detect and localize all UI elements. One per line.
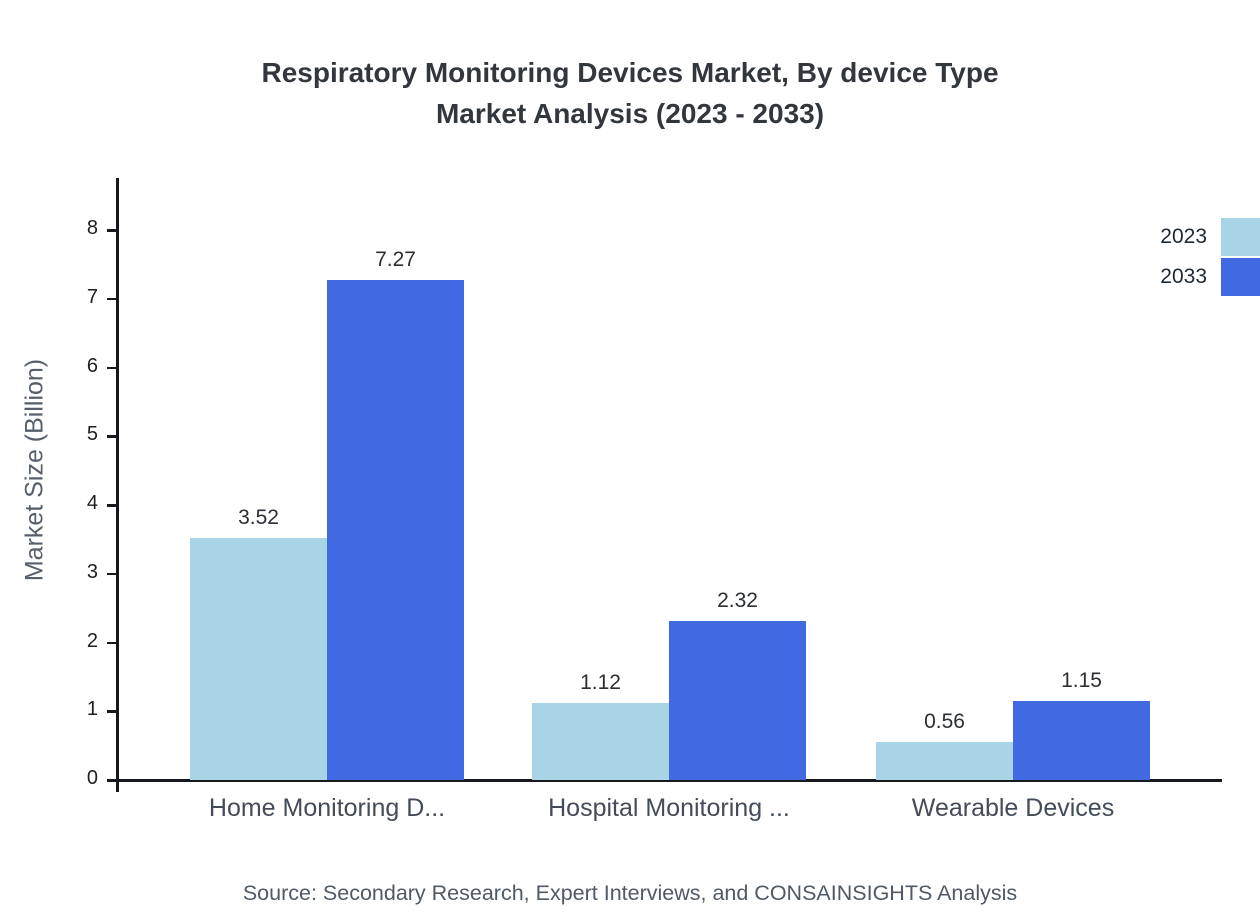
y-tick-label: 7: [86, 285, 98, 308]
y-tick-label: 5: [86, 423, 98, 446]
y-tick-label: 3: [86, 560, 98, 583]
legend-swatch-2023: [1221, 218, 1260, 256]
bar-2023-0: [190, 538, 327, 780]
y-tick-mark: [107, 435, 116, 438]
y-tick-mark: [107, 297, 116, 301]
legend-item-2033: 2033: [1160, 257, 1260, 297]
y-tick-mark: [107, 504, 116, 507]
y-tick-mark: [107, 641, 116, 644]
y-tick-mark: [107, 366, 116, 369]
x-category-label: Home Monitoring D...: [208, 794, 446, 822]
bar-value-label: 2.32: [717, 588, 758, 612]
bar-value-label: 1.12: [580, 671, 621, 694]
legend-label-2023: 2023: [1160, 225, 1207, 248]
y-tick-label: 4: [86, 492, 98, 514]
legend: 2023 2033: [1160, 217, 1260, 297]
x-axis-line: [116, 779, 1222, 782]
legend-item-2023: 2023: [1160, 217, 1260, 257]
chart-title-line1: Respiratory Monitoring Devices Market, B…: [261, 57, 999, 88]
y-axis-line: [116, 178, 119, 792]
bar-value-label: 3.52: [238, 506, 279, 529]
y-tick-label: 0: [86, 767, 98, 789]
source-note: Source: Secondary Research, Expert Inter…: [242, 881, 1018, 905]
y-tick-mark: [107, 710, 116, 713]
y-axis-label: Market Size (Billion): [20, 358, 49, 582]
y-tick-label: 2: [86, 629, 98, 652]
bar-2033-2: [1013, 700, 1150, 780]
chart-title-line2: Market Analysis (2023 - 2033): [435, 98, 825, 129]
x-category-label: Wearable Devices: [911, 794, 1115, 822]
bar-value-label: 1.15: [1061, 668, 1102, 692]
y-tick-mark: [107, 229, 116, 232]
chart-title: Respiratory Monitoring Devices Market, B…: [0, 52, 1260, 134]
bar-2023-2: [876, 741, 1013, 780]
y-tick-label: 6: [86, 354, 98, 377]
bar-2033-1: [669, 620, 806, 780]
bar-2033-0: [327, 280, 464, 780]
legend-swatch-2033: [1221, 258, 1260, 296]
x-category-label: Hospital Monitoring ...: [548, 794, 790, 822]
y-tick-mark: [107, 779, 116, 782]
y-tick-label: 8: [86, 217, 98, 239]
y-tick-mark: [107, 572, 116, 576]
legend-label-2033: 2033: [1160, 265, 1207, 288]
y-tick-label: 1: [86, 698, 98, 721]
bar-2023-1: [532, 703, 669, 780]
bar-value-label: 7.27: [375, 248, 416, 272]
bar-value-label: 0.56: [924, 709, 965, 733]
